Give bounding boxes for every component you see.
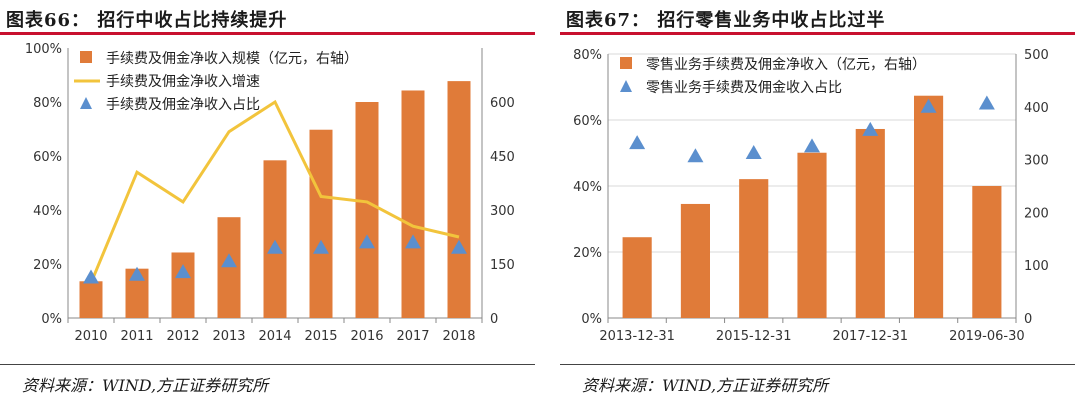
chart-66-plot: 0% 20% 40% 60% 80% 100% 0 150 300 450 600 2010 2011 2… [25, 42, 515, 344]
bar [125, 268, 149, 318]
point-marker [359, 234, 375, 249]
point-marker [687, 148, 704, 163]
source-note: 资料来源：WIND,方正证券研究所 [582, 376, 829, 395]
right-axis-tick-label: 100 [1024, 259, 1049, 274]
point-marker [313, 239, 329, 254]
bar [309, 129, 333, 318]
point-marker [221, 253, 237, 268]
x-tick-label: 2019-06-30 [949, 329, 1025, 344]
right-axis-tick-label: 0 [490, 312, 498, 327]
point-marker [451, 239, 467, 254]
bar [171, 252, 195, 318]
bar [797, 152, 827, 318]
left-axis-tick-label: 40% [33, 204, 62, 219]
left-axis-tick-label: 40% [573, 180, 602, 195]
left-axis-tick-label: 20% [33, 258, 62, 273]
point-marker [862, 121, 879, 136]
legend-swatch [80, 51, 92, 63]
right-axis-tick-label: 600 [490, 96, 515, 111]
point-marker [175, 264, 191, 279]
legend-label: 零售业务手续费及佣金收入占比 [646, 79, 842, 96]
title-rule [0, 32, 535, 35]
chart-title: 图表66： 招行中收占比持续提升 [6, 10, 288, 31]
bar [79, 281, 103, 318]
point-marker [745, 145, 762, 159]
series-line [89, 99, 460, 284]
bar [855, 128, 885, 318]
bar [914, 95, 944, 318]
chart-title: 图表67： 招行零售业务中收占比过半 [566, 10, 886, 31]
right-axis-tick-label: 200 [1024, 206, 1049, 221]
legend-label: 手续费及佣金净收入增速 [106, 73, 260, 90]
source-rule [0, 364, 535, 365]
x-tick-label: 2015 [304, 329, 337, 344]
source-rule [560, 364, 1075, 365]
left-axis-tick-label: 60% [33, 150, 62, 165]
left-axis-tick-label: 80% [33, 96, 62, 111]
point-marker [405, 234, 421, 249]
legend-label: 零售业务手续费及佣金净收入（亿元，右轴） [646, 56, 926, 73]
bar [401, 90, 425, 318]
bar [217, 217, 241, 318]
point-marker [920, 98, 937, 113]
x-tick-label: 2014 [258, 329, 291, 344]
left-axis-tick-label: 0% [41, 312, 62, 327]
x-tick-label: 2017-12-31 [833, 329, 909, 344]
x-tick-label: 2011 [120, 329, 153, 344]
x-tick-label: 2010 [74, 329, 107, 344]
left-axis-tick-label: 80% [573, 48, 602, 63]
title-rule [560, 32, 1075, 35]
left-axis-tick-label: 100% [25, 42, 62, 57]
legend-swatch [80, 97, 92, 109]
legend-swatch [620, 80, 632, 92]
right-axis-tick-label: 450 [490, 150, 515, 165]
point-marker [629, 135, 646, 150]
right-axis-tick-label: 150 [490, 258, 515, 273]
bar [680, 203, 710, 318]
chart-panel-66: 图表66： 招行中收占比持续提升 0% 20% 40% 60% 80% 100% 0 150 3… [0, 10, 535, 395]
left-axis-tick-label: 20% [573, 246, 602, 261]
bar [622, 237, 652, 318]
legend-swatch [620, 57, 632, 69]
right-axis-tick-label: 400 [1024, 101, 1049, 116]
right-axis-tick-label: 300 [1024, 154, 1049, 169]
bar [972, 186, 1002, 318]
legend-label: 手续费及佣金净收入占比 [106, 96, 260, 113]
source-note: 资料来源：WIND,方正证券研究所 [22, 376, 269, 395]
bar [355, 102, 379, 318]
x-tick-label: 2018 [442, 329, 475, 344]
x-tick-label: 2016 [350, 329, 383, 344]
right-axis-tick-label: 300 [490, 204, 515, 219]
point-marker [83, 269, 99, 284]
x-tick-label: 2017 [396, 329, 429, 344]
bar [263, 160, 287, 318]
right-axis-tick-label: 0 [1024, 312, 1032, 327]
point-marker [267, 239, 283, 254]
point-marker [978, 95, 995, 110]
right-axis-tick-label: 500 [1024, 48, 1049, 63]
bar [739, 179, 769, 318]
x-tick-label: 2012 [166, 329, 199, 344]
x-tick-label: 2013-12-31 [599, 329, 675, 344]
point-marker [129, 266, 145, 281]
chart-panel-67: 图表67： 招行零售业务中收占比过半 0% 20% 40% 60% 80% 0 100 200… [560, 0, 1080, 403]
point-marker [804, 138, 820, 153]
bar [447, 81, 471, 318]
x-tick-label: 2013 [212, 329, 245, 344]
chart-67-plot: 0% 20% 40% 60% 80% 0 100 200 300 400 500 2013-12-31… [573, 48, 1049, 344]
legend-label: 手续费及佣金净收入规模（亿元，右轴） [106, 50, 358, 67]
left-axis-tick-label: 0% [581, 312, 602, 327]
left-axis-tick-label: 60% [573, 114, 602, 129]
x-tick-label: 2015-12-31 [716, 329, 792, 344]
